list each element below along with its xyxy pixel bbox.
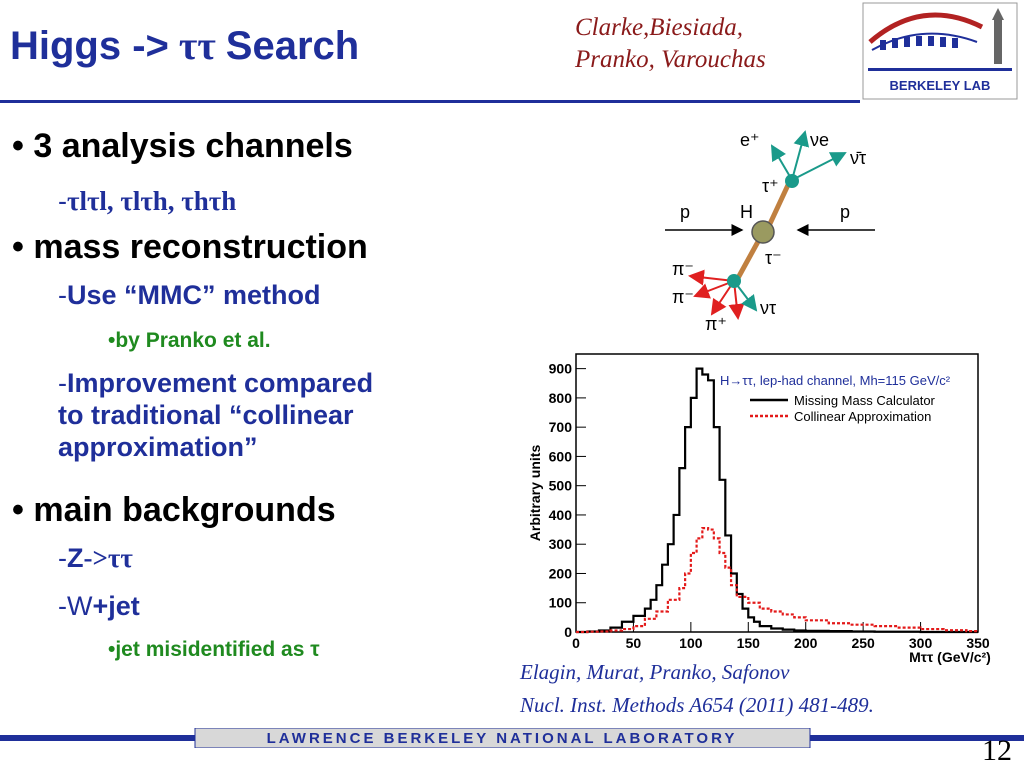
label-nu-tau: ντ bbox=[760, 298, 776, 318]
y-tick-label: 100 bbox=[549, 595, 573, 611]
y-tick-label: 500 bbox=[549, 478, 573, 494]
label-pi-minus-1: π⁻ bbox=[672, 259, 694, 279]
bullet-bg-w-sub: •jet misidentified as τ bbox=[108, 638, 320, 661]
x-tick-label: 250 bbox=[851, 635, 875, 651]
footer-text: LAWRENCE BERKELEY NATIONAL LABORATORY bbox=[267, 730, 738, 747]
x-tick-label: 300 bbox=[909, 635, 933, 651]
legend-mmc-label: Missing Mass Calculator bbox=[794, 393, 936, 408]
tau-minus-vertex bbox=[727, 274, 741, 288]
y-tick-label: 400 bbox=[549, 507, 573, 523]
y-tick-label: 0 bbox=[564, 624, 572, 640]
x-tick-label: 350 bbox=[966, 635, 990, 651]
x-tick-label: 100 bbox=[679, 635, 703, 651]
chart-title: H→ττ, lep-had channel, Mh=115 GeV/c² bbox=[720, 373, 951, 388]
chart-xlabel: Mττ (GeV/c²) bbox=[909, 649, 991, 665]
bullet-mass-sub1: -Use “MMC” method bbox=[58, 280, 321, 310]
bg-w-jet: +jet bbox=[92, 591, 140, 621]
title-prefix: Higgs bbox=[10, 24, 133, 68]
authors-line-2: Pranko, Varouchas bbox=[575, 46, 766, 73]
bullet-bg-z: -Z->ττ bbox=[58, 543, 133, 573]
page-number: 12 bbox=[982, 734, 1012, 767]
label-nubar-tau: ν̄τ bbox=[850, 148, 866, 168]
tau-plus-line bbox=[765, 183, 791, 230]
improvement-line-3: approximation” bbox=[58, 432, 258, 462]
y-tick-label: 900 bbox=[549, 361, 573, 377]
bullet-channels: • 3 analysis channels bbox=[12, 127, 353, 165]
improvement-line-2: to traditional “collinear bbox=[58, 400, 354, 430]
title-arrow: -> bbox=[132, 24, 169, 68]
page-title: Higgs -> ττ Search bbox=[10, 22, 359, 69]
citation-journal: Nucl. Inst. Methods A654 (2011) 481-489. bbox=[520, 693, 874, 717]
title-rule bbox=[0, 100, 860, 103]
label-nu-e: νe bbox=[810, 130, 829, 150]
y-tick-label: 600 bbox=[549, 448, 573, 464]
title-tau: ττ bbox=[168, 23, 226, 68]
authors: Clarke,Biesiada, Pranko, Varouchas bbox=[575, 12, 766, 76]
mmc-method: Use “MMC” method bbox=[67, 280, 321, 310]
x-tick-label: 0 bbox=[572, 635, 580, 651]
bullet-mass: • mass reconstruction bbox=[12, 228, 368, 266]
higgs-vertex bbox=[751, 220, 775, 244]
bullet-mass-sub1-sub: •by Pranko et al. bbox=[108, 329, 271, 352]
tau-minus-line bbox=[735, 236, 763, 280]
label-pi-minus-2: π⁻ bbox=[672, 287, 694, 307]
x-tick-label: 200 bbox=[794, 635, 818, 651]
x-tick-label: 150 bbox=[737, 635, 761, 651]
improvement-line-1: Improvement compared bbox=[67, 368, 374, 398]
label-p-left: p bbox=[680, 202, 690, 222]
footer-bar: LAWRENCE BERKELEY NATIONAL LABORATORY bbox=[0, 728, 1024, 748]
citation-authors: Elagin, Murat, Pranko, Safonov bbox=[520, 660, 790, 684]
series-mmc-line bbox=[576, 367, 978, 634]
legend-collinear-label: Collinear Approximation bbox=[794, 409, 931, 424]
bg-z-letter: Z bbox=[67, 543, 84, 573]
label-higgs: H bbox=[740, 202, 753, 222]
bullet-mass-sub2: -Improvement compared to traditional “co… bbox=[58, 368, 374, 462]
bullet-bg-w: -W+jet bbox=[58, 591, 140, 621]
decay-diagram: e⁺ νe ν̄τ τ⁺ p H p τ⁻ π⁻ π⁻ π⁺ ντ bbox=[665, 130, 875, 334]
label-p-right: p bbox=[840, 202, 850, 222]
bullet-channels-sub: -τlτl, τlτh, τhτh bbox=[58, 186, 237, 216]
y-tick-label: 300 bbox=[549, 536, 573, 552]
label-tau-minus: τ⁻ bbox=[765, 248, 782, 268]
authors-line-1: Clarke,Biesiada, bbox=[575, 14, 744, 41]
tau-plus-vertex bbox=[785, 174, 799, 188]
label-tau-plus: τ⁺ bbox=[762, 176, 779, 196]
y-tick-label: 700 bbox=[549, 419, 573, 435]
bullet-backgrounds: • main backgrounds bbox=[12, 491, 336, 529]
bg-w-letter: W bbox=[67, 591, 93, 621]
mass-distribution-chart: 0 50 100 150 200 250 300 350 0 100 200 300 400 500 600… bbox=[527, 353, 991, 665]
title-suffix: Search bbox=[225, 24, 360, 68]
y-tick-label: 200 bbox=[549, 565, 573, 581]
bg-z-decay: ->ττ bbox=[83, 543, 133, 573]
channels-list: τlτl, τlτh, τhτh bbox=[67, 186, 237, 216]
y-tick-label: 800 bbox=[549, 390, 573, 406]
logo-text: BERKELEY LAB bbox=[890, 78, 991, 93]
x-tick-label: 50 bbox=[626, 635, 642, 651]
berkeley-lab-logo: BERKELEY LAB bbox=[862, 2, 1018, 100]
label-e-plus: e⁺ bbox=[740, 130, 760, 150]
chart-ylabel: Arbitrary units bbox=[527, 445, 543, 542]
label-pi-plus: π⁺ bbox=[705, 314, 727, 334]
